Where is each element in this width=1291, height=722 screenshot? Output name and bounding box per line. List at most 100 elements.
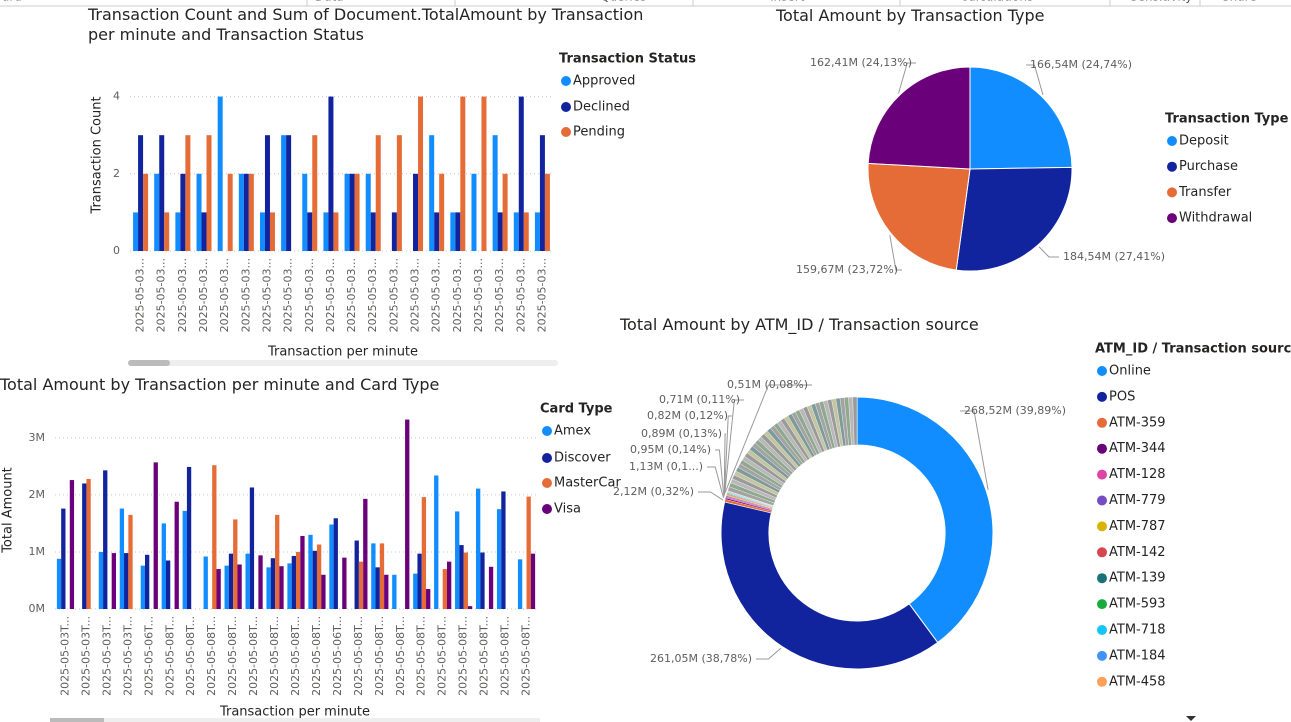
chart-title: Total Amount by ATM_ID / Transaction sou… (620, 315, 979, 334)
legend-marker (1097, 599, 1107, 610)
scrollbar-thumb[interactable] (50, 718, 104, 722)
data-label: 162,41M (24,13%) (810, 56, 912, 69)
bar (243, 173, 249, 251)
leader-line (715, 449, 725, 497)
legend-label: ATM-344 (1109, 441, 1166, 456)
slice (969, 66, 1073, 170)
bar (164, 212, 170, 251)
x-tick-label: 2025-05-03T... (100, 616, 113, 696)
chart-title: Total Amount by Transaction Type (776, 6, 1045, 25)
bar (523, 212, 529, 251)
bar (455, 212, 461, 251)
bar (212, 465, 217, 609)
leader-line (1026, 64, 1044, 95)
legend-label: ATM-718 (1109, 623, 1166, 638)
bar (128, 514, 133, 609)
bar (328, 96, 334, 252)
bar (392, 574, 397, 609)
bar (492, 135, 498, 251)
leader-line (707, 466, 724, 499)
bar (296, 551, 301, 609)
legend-label: ATM-787 (1109, 519, 1166, 534)
leader-line (1038, 246, 1059, 258)
x-tick-label: 2025-05-03... (535, 258, 548, 332)
y-axis-title: Total Amount (1, 467, 16, 554)
bar (56, 558, 62, 609)
bar (308, 534, 313, 609)
legend-label: Withdrawal (1179, 211, 1252, 226)
bar (434, 212, 440, 251)
scrollbar-thumb[interactable] (128, 360, 170, 366)
bar (391, 212, 397, 251)
bar (333, 212, 339, 251)
bar (459, 545, 464, 609)
data-label: 0,82M (0,12%) (647, 409, 728, 422)
x-tick-label: 2025-05-03... (345, 258, 358, 332)
data-label: 261,05M (38,78%) (650, 652, 752, 665)
legend-marker (1097, 573, 1107, 584)
legend-label: ATM-128 (1109, 467, 1166, 482)
bar (439, 173, 445, 251)
bar (140, 565, 146, 609)
x-tick-label: 2025-05-03... (366, 258, 379, 332)
legend-title: Transaction Type (1165, 112, 1289, 127)
x-tick-label: 2025-05-03... (134, 258, 147, 332)
bar (281, 135, 287, 251)
bar (119, 508, 125, 609)
bar (216, 569, 221, 609)
bar (61, 508, 66, 609)
bar (442, 569, 447, 609)
bar (248, 173, 254, 251)
legend-marker (1097, 650, 1107, 661)
x-tick-label: 2025-05-08T... (415, 616, 428, 696)
legend-label: ATM-359 (1109, 415, 1166, 430)
data-label: 2,12M (0,32%) (613, 485, 694, 498)
x-tick-label: 2025-05-08T... (520, 616, 533, 696)
bar (275, 514, 280, 609)
legend-label: ATM-184 (1109, 648, 1166, 663)
legend-marker (542, 504, 552, 514)
bar (455, 511, 460, 609)
legend-marker (1167, 213, 1177, 224)
bar (384, 574, 389, 609)
bar (370, 212, 376, 251)
legend-label: Deposit (1179, 134, 1229, 149)
x-tick-label: 2025-05-03... (260, 258, 273, 332)
data-label: 0,95M (0,14%) (630, 443, 711, 456)
bar (111, 553, 116, 609)
scrollbar[interactable] (50, 718, 540, 722)
leader-line (724, 384, 812, 494)
x-tick-label: 2025-05-08T... (163, 616, 176, 696)
bar (426, 589, 431, 609)
x-tick-label: 2025-05-03... (282, 258, 295, 332)
bar (82, 483, 87, 609)
x-tick-label: 2025-05-03T... (79, 616, 92, 696)
legend-marker (542, 478, 552, 488)
bar (316, 544, 322, 609)
bar (143, 173, 149, 251)
bar (375, 135, 381, 251)
scrollbar[interactable] (128, 360, 558, 366)
bar (502, 173, 508, 251)
bar (501, 491, 506, 609)
legend-marker (1097, 676, 1107, 687)
slice (867, 66, 971, 170)
legend-label: Transfer (1178, 185, 1232, 200)
legend-label: Visa (554, 502, 581, 517)
bar (86, 478, 91, 609)
expand-arrow[interactable] (1186, 716, 1196, 721)
bar (429, 135, 435, 251)
bar (312, 135, 318, 251)
bar (233, 519, 238, 609)
x-tick-label: 2025-05-08T... (226, 616, 239, 696)
bar (165, 560, 171, 609)
bar (476, 488, 481, 609)
legend-marker (542, 426, 552, 436)
x-tick-label: 2025-05-03... (451, 258, 464, 332)
bar (182, 510, 187, 609)
x-tick-label: 2025-05-03... (218, 258, 231, 332)
bar (249, 487, 255, 609)
bar (480, 552, 485, 609)
legend-marker (1097, 521, 1107, 532)
